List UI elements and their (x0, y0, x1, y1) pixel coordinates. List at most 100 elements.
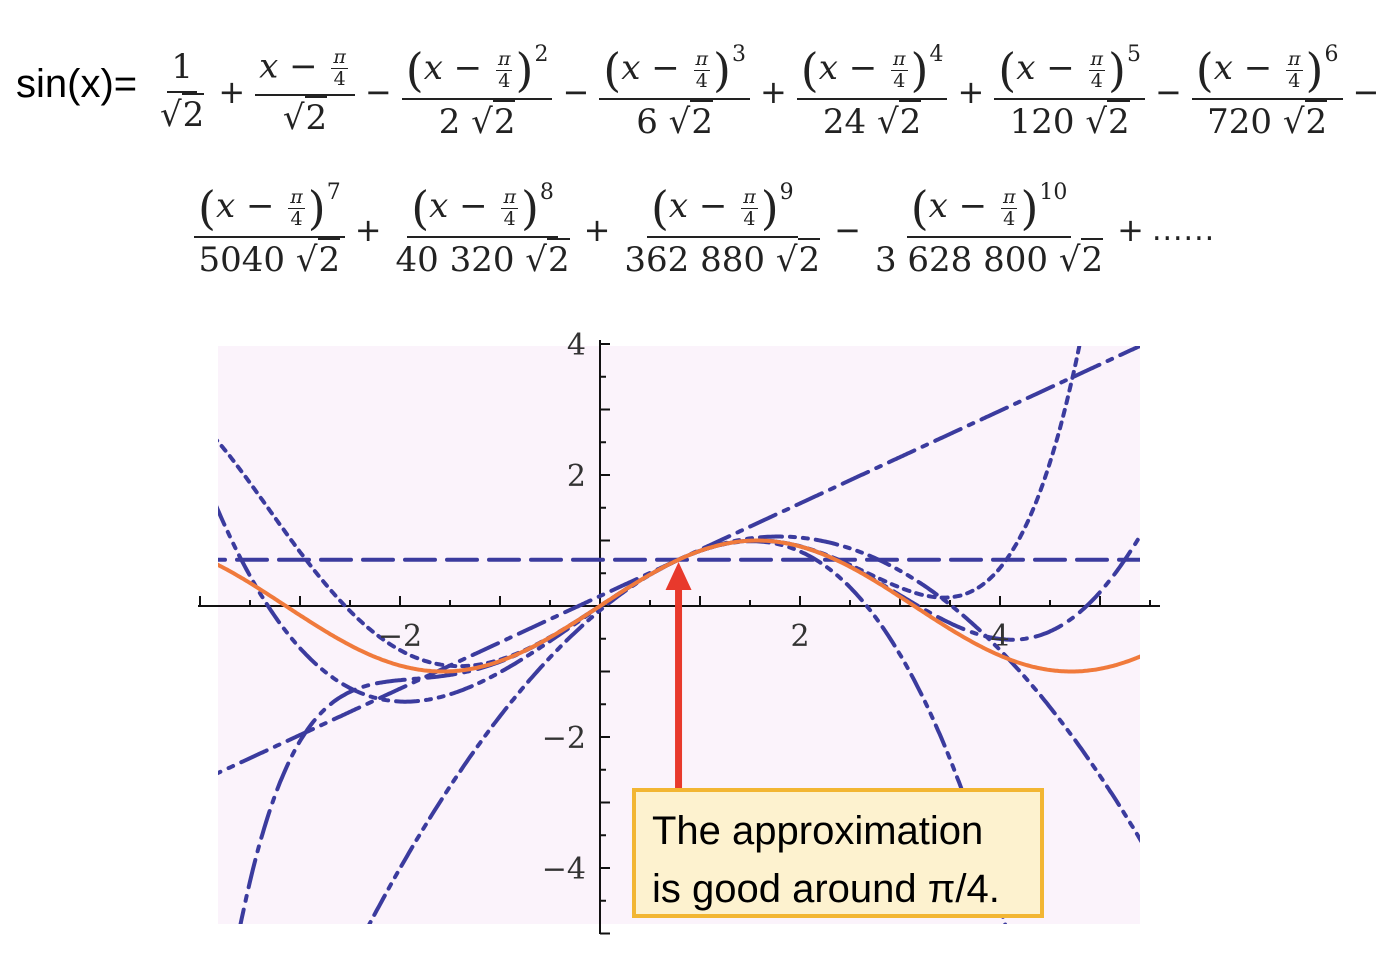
four-digit: 4 (1003, 207, 1016, 230)
minus-sign: − (448, 186, 499, 227)
variable-x: x (1016, 48, 1036, 89)
minus-sign: − (640, 48, 691, 89)
term-numerator: (x − π 4)2 (401, 42, 553, 101)
paren-close: ) (307, 181, 326, 236)
four-digit: 4 (695, 69, 708, 92)
root-symbol: √ (668, 102, 691, 143)
root-symbol: √ (525, 240, 547, 281)
four-digit: 4 (498, 69, 511, 92)
spacer (866, 102, 877, 142)
root-symbol: √ (877, 102, 899, 143)
operator: − (562, 73, 590, 111)
term: (x − π 4)6 720 √2 (1191, 42, 1343, 143)
root-argument: 2 (898, 100, 922, 143)
four-digit: 4 (1090, 69, 1103, 92)
formula-row-2: (x − π 4)7 5040 √2 + (x − π 4)8 40 320 √2 + (x −… (188, 160, 1215, 300)
term-denominator: 24 √2 (819, 100, 925, 143)
term-denominator: √2 (279, 95, 331, 138)
operator: − (1154, 73, 1182, 111)
four-digit: 4 (893, 69, 906, 92)
denominator-coefficient: 6 (636, 102, 658, 143)
operator: + (1117, 211, 1144, 249)
y-tick-label: −4 (542, 852, 586, 887)
root-argument: 2 (1080, 238, 1104, 281)
root-symbol: √ (775, 240, 798, 281)
numerator-value: 1 (171, 47, 193, 88)
operator: + (218, 73, 246, 111)
term-denominator: 362 880 √2 (620, 238, 824, 281)
root-symbol: √ (295, 240, 318, 281)
y-tick-label: 4 (567, 328, 586, 363)
term-denominator: 120 √2 (1006, 100, 1134, 143)
spacer (765, 240, 776, 280)
term: (x − π 4)7 5040 √2 (194, 180, 345, 281)
operator: + (583, 211, 611, 249)
paren-open: ( (405, 43, 424, 98)
denominator-coefficient: 120 (1009, 102, 1075, 143)
y-tick-label: −2 (542, 721, 586, 756)
term-numerator: 1 (167, 47, 197, 93)
variable-x: x (215, 186, 236, 227)
term-denominator: √2 (156, 93, 208, 135)
paren-close: ) (520, 181, 539, 236)
formula-row-1: 1 √2 + x − π 4 √2− (x − π 4)2 2 √2− (x − π 4)3 6 √2… (150, 22, 1383, 162)
spacer (460, 102, 471, 142)
pi-symbol: π (1088, 47, 1106, 71)
paren-open: ( (1195, 43, 1214, 98)
variable-x: x (928, 186, 948, 227)
exponent: 3 (731, 42, 746, 68)
pi-symbol: π (741, 185, 758, 209)
root-argument: 2 (797, 238, 821, 281)
paren-open: ( (411, 181, 430, 236)
minus-sign: − (1035, 48, 1086, 89)
paren-close: ) (1305, 43, 1324, 98)
pi-symbol: π (693, 47, 710, 71)
term-numerator: (x − π 4)4 (796, 42, 948, 101)
paren-open: ( (198, 181, 216, 236)
denominator-coefficient: 3 628 800 (874, 240, 1049, 281)
root-argument: 2 (181, 93, 205, 135)
root-symbol: √ (282, 97, 305, 138)
paren-open: ( (650, 181, 669, 236)
term-numerator: (x − π 4)3 (599, 42, 750, 101)
exponent: 2 (534, 42, 549, 68)
minus-sign: − (947, 186, 998, 227)
exponent: 10 (1039, 180, 1068, 206)
root-argument: 2 (492, 100, 516, 143)
term: (x − π 4)9 362 880 √2 (620, 180, 824, 281)
spacer (1048, 240, 1059, 280)
exponent: 9 (779, 180, 794, 206)
denominator-coefficient: 362 880 (624, 240, 766, 281)
arrow-head (665, 562, 692, 590)
variable-x: x (423, 48, 443, 89)
operator: + (957, 73, 985, 111)
term: (x − π 4)3 6 √2 (599, 42, 750, 143)
term: (x − π 4)4 24 √2 (796, 42, 948, 143)
four-digit: 4 (290, 207, 303, 230)
operator: − (834, 211, 861, 249)
exponent: 4 (929, 42, 944, 68)
exponent: 7 (326, 180, 341, 206)
root-argument: 2 (1107, 100, 1130, 143)
variable-x: x (1213, 48, 1233, 89)
denominator-coefficient: 5040 (198, 240, 286, 281)
paren-open: ( (910, 181, 929, 236)
term-numerator: (x − π 4)9 (646, 180, 798, 239)
minus-sign: − (1232, 48, 1284, 89)
term: (x − π 4)2 2 √2 (401, 42, 553, 143)
term-denominator: 3 628 800 √2 (871, 238, 1107, 281)
four-digit: 4 (333, 67, 346, 90)
formula-lhs: sin(x)= (16, 62, 138, 106)
pi-symbol: π (1000, 185, 1018, 209)
series-sine (218, 538, 1140, 674)
exponent: 6 (1324, 42, 1339, 68)
root-argument: 2 (317, 238, 341, 281)
four-digit: 4 (743, 207, 756, 230)
annotation-line-2: is good around π/4. (652, 867, 1000, 911)
variable-x: x (259, 46, 279, 87)
variable-x: x (429, 186, 449, 227)
